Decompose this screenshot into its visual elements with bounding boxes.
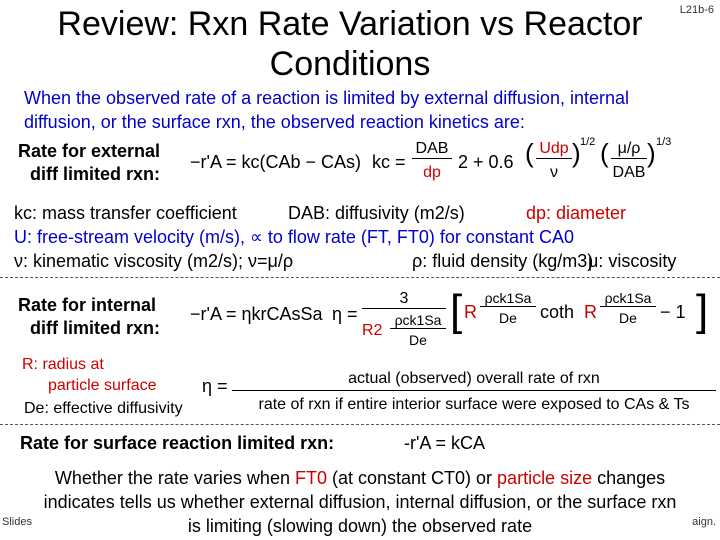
eta-lhs: η = — [332, 304, 358, 324]
kc-paren-close-2: ) — [647, 138, 656, 168]
internal-rate-eq: −r'A = ηkrCAsSa — [190, 304, 323, 324]
internal-label-line2: diff limited rxn: — [30, 318, 160, 338]
eta-rho-k-s-2: ρck1Sa — [480, 290, 536, 307]
eta-bracket-open: [ — [450, 286, 463, 335]
internal-label-line1: Rate for internal — [18, 295, 157, 315]
r-def-line1: R: radius at — [22, 356, 104, 373]
eta-def-denominator: rate of rxn if entire interior surface w… — [258, 396, 690, 413]
eta-rho-k-s: ρck1Sa — [390, 312, 446, 329]
eta-def-lhs: η = — [202, 376, 228, 396]
eta-minus-one: − 1 — [660, 302, 686, 322]
footer-right: aign. — [692, 516, 716, 528]
conclusion-particle-size: particle size — [497, 468, 593, 488]
kc-paren-open-1: ( — [525, 138, 534, 168]
def-u: U: free-stream velocity (m/s), ∝ to flow… — [14, 227, 574, 247]
kc-nu: ν — [550, 164, 558, 181]
external-label-line2: diff limited rxn: — [30, 164, 160, 184]
surface-eq: -r'A = kCA — [404, 433, 485, 453]
eta-r-1: R — [464, 302, 477, 322]
eta-de: De — [409, 332, 427, 348]
divider-1 — [0, 277, 720, 278]
def-nu: ν: kinematic viscosity (m2/s); ν=μ/ρ — [14, 251, 294, 271]
slide-number: L21b-6 — [679, 4, 714, 16]
external-label-line1: Rate for external — [18, 141, 161, 161]
footer-left: Slides — [2, 516, 32, 528]
eta-bracket-close: ] — [696, 286, 709, 335]
kc-eq-lhs: kc = — [372, 152, 406, 172]
divider-2 — [0, 424, 720, 425]
eta-de-2: De — [499, 310, 517, 326]
eta-de-3: De — [619, 310, 637, 326]
kc-mu-rho: μ/ρ — [611, 140, 647, 159]
r-def-line2: particle surface — [48, 377, 157, 394]
surface-label: Rate for surface reaction limited rxn: — [20, 433, 335, 453]
conclusion-part-b: (at constant CT0) or — [326, 468, 498, 488]
eta-r-2: R — [584, 302, 597, 322]
eta-def-numerator: actual (observed) overall rate of rxn — [232, 368, 716, 391]
kc-dp: dp — [423, 164, 441, 181]
external-rate-eq: −r'A = kc(CAb − CAs) — [190, 152, 361, 172]
internal-equation: −r'A = ηkrCAsSa η = 3 R2 ρck1Sa De [ R ρ… — [180, 286, 715, 356]
kc-exp-third: 1/3 — [656, 136, 672, 148]
kc-paren-open-2: ( — [600, 138, 609, 168]
def-dab: DAB: diffusivity (m2/s) — [288, 203, 465, 223]
eta-coth: coth — [540, 302, 575, 322]
conclusion-part-a: Whether the rate varies when — [54, 468, 295, 488]
kc-exp-half: 1/2 — [580, 136, 596, 148]
de-def: De: effective diffusivity — [24, 400, 183, 417]
def-mu: μ: viscosity — [588, 251, 677, 271]
slide-title: Review: Rxn Rate Variation vs Reactor Co… — [57, 5, 643, 83]
def-rho: ρ: fluid density (kg/m3) — [412, 251, 594, 271]
kc-two: 2 + 0.6 — [458, 152, 514, 172]
def-kc: kc: mass transfer coefficient — [14, 203, 237, 223]
kc-paren-close-1: ) — [572, 138, 581, 168]
external-equation: −r'A = kc(CAb − CAs) kc = DAB dp 2 + 0.6… — [180, 136, 715, 192]
eta-r2: R2 — [362, 322, 383, 339]
eta-rho-k-s-3: ρck1Sa — [600, 290, 656, 307]
conclusion-part-c: changes indicates tells us whether exter… — [43, 468, 677, 536]
kc-dab-2: DAB — [612, 164, 646, 181]
conclusion-text: Whether the rate varies when FT0 (at con… — [40, 466, 680, 538]
kc-udp: Udp — [536, 140, 572, 159]
def-dp: dp: diameter — [526, 203, 627, 223]
kc-dab: DAB — [412, 140, 452, 159]
eta-three: 3 — [362, 290, 446, 309]
conclusion-ft0: FT0 — [294, 468, 327, 488]
intro-text: When the observed rate of a reaction is … — [24, 88, 629, 132]
